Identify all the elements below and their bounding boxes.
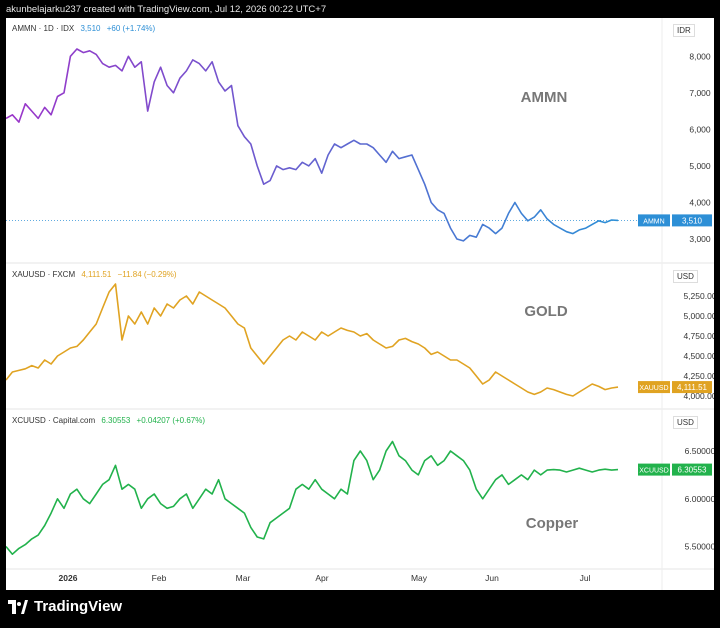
ammn-big-label: AMMN <box>521 89 568 106</box>
tradingview-brand: TradingView <box>34 598 123 615</box>
x-axis-label: Jun <box>485 573 499 583</box>
copper-last: 6.30553 <box>101 416 131 425</box>
xauusd-price-value: 4,111.51 <box>677 383 708 392</box>
ammn-symbol: AMMN · 1D · IDX <box>12 24 75 33</box>
y-tick-label: 4,750.00 <box>683 331 714 341</box>
y-tick-label: 4,000.00 <box>683 391 714 401</box>
x-axis-label: May <box>411 573 428 583</box>
y-tick-label: 5,250.00 <box>683 291 714 301</box>
ammn-unit-badge[interactable]: IDR <box>673 24 695 37</box>
xauusd-series-line[interactable] <box>6 283 619 397</box>
copper-unit-badge[interactable]: USD <box>673 416 698 429</box>
ammn-change: +60 (+1.74%) <box>106 24 156 33</box>
y-tick-label: 4,250.00 <box>683 371 714 381</box>
chart-panel: 8,000 7,000 6,000 5,000 4,000 3,000 AMMN 3,510 A… <box>6 18 714 590</box>
xcuusd-tag-label: XCUUSD <box>639 468 669 475</box>
xauusd-tag-label: XAUUSD <box>639 385 668 392</box>
gold-symbol: XAUUSD · FXCM <box>12 270 76 279</box>
gold-header: XAUUSD · FXCM 4,111.51 −11.84 (−0.29%) <box>12 270 177 279</box>
tradingview-footer[interactable]: TradingView <box>8 598 122 615</box>
ammn-series-line[interactable] <box>6 48 619 242</box>
ammn-price-badge[interactable] <box>672 214 712 227</box>
x-axis-label: 2026 <box>59 573 78 583</box>
y-tick-label: 5,000 <box>689 161 711 171</box>
y-tick-label: 7,000 <box>689 88 711 98</box>
xauusd-big-label: GOLD <box>524 303 567 320</box>
gold-unit-badge[interactable]: USD <box>673 270 698 283</box>
tradingview-logo-icon <box>8 599 28 614</box>
y-tick-label: 5,000.00 <box>683 311 714 321</box>
copper-symbol: XCUUSD · Capital.com <box>12 416 96 425</box>
y-tick-label: 6.50000 <box>685 446 714 456</box>
x-axis-label: Jul <box>580 573 591 583</box>
y-tick-label: 3,000 <box>689 234 711 244</box>
xcuusd-price-badge[interactable] <box>672 463 712 476</box>
ammn-tag-bg <box>638 214 670 227</box>
xcuusd-series-line[interactable] <box>6 440 619 556</box>
ammn-tag-label: AMMN <box>643 218 664 225</box>
ammn-price-value: 3,510 <box>682 216 703 225</box>
gold-last: 4,111.51 <box>81 270 112 279</box>
xcuusd-price-value: 6.30553 <box>678 466 707 475</box>
xcuusd-big-label: Copper <box>526 515 579 532</box>
y-tick-label: 5.50000 <box>685 542 714 552</box>
xauusd-price-badge[interactable] <box>672 381 712 394</box>
y-tick-label: 4,500.00 <box>683 351 714 361</box>
ammn-last: 3,510 <box>80 24 101 33</box>
gold-change: −11.84 (−0.29%) <box>117 270 177 279</box>
y-tick-label: 4,000 <box>689 197 711 207</box>
ammn-header: AMMN · 1D · IDX 3,510 +60 (+1.74%) <box>12 24 155 33</box>
credit-text: akunbelajarku237 created with TradingVie… <box>6 4 327 15</box>
xauusd-tag-bg <box>638 381 670 394</box>
y-tick-label: 6.00000 <box>685 494 714 504</box>
xcuusd-tag-bg <box>638 463 670 476</box>
x-axis-label: Feb <box>152 573 167 583</box>
x-axis-label: Apr <box>315 573 328 583</box>
copper-header: XCUUSD · Capital.com 6.30553 +0.04207 (+… <box>12 416 205 425</box>
y-tick-label: 8,000 <box>689 51 711 61</box>
copper-change: +0.04207 (+0.67%) <box>136 416 206 425</box>
y-tick-label: 6,000 <box>689 124 711 134</box>
x-axis-label: Mar <box>236 573 251 583</box>
